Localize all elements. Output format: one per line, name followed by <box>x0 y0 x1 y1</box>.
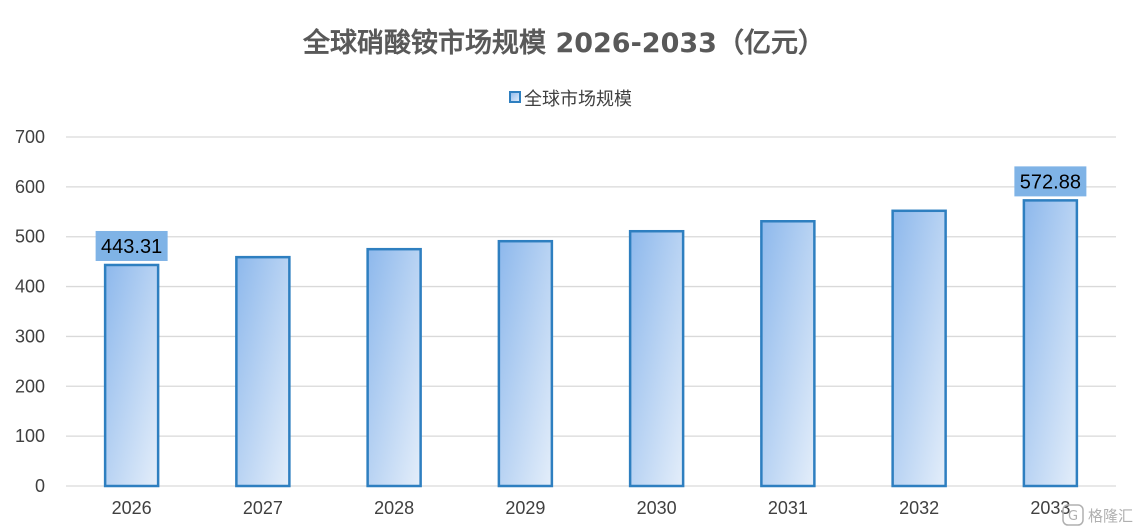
gridlines <box>66 136 1116 487</box>
y-axis-ticks: 0 100 200 300 400 500 600 700 <box>15 127 45 496</box>
svg-text:G: G <box>1068 509 1078 524</box>
x-axis-ticks: 2026 2027 2028 2029 2030 2031 2032 2033 <box>112 498 1071 518</box>
bar <box>366 247 422 488</box>
chart-title: 全球硝酸铵市场规模 2026-2033（亿元） <box>302 27 825 59</box>
y-tick-label: 200 <box>15 376 45 396</box>
x-tick-label: 2029 <box>505 498 545 518</box>
x-tick-label: 2033 <box>1030 498 1070 518</box>
data-label-box <box>1014 166 1087 197</box>
watermark-text: 格隆汇 <box>1088 507 1133 525</box>
y-tick-label: 300 <box>15 326 45 346</box>
x-tick-label: 2026 <box>112 498 152 518</box>
bar <box>1022 199 1079 488</box>
x-tick-label: 2031 <box>768 498 808 518</box>
x-tick-label: 2028 <box>374 498 414 518</box>
watermark: G 格隆汇 <box>1062 504 1133 526</box>
data-label: 572.88 <box>1020 171 1081 193</box>
bar <box>497 239 554 488</box>
x-tick-label: 2030 <box>637 498 677 518</box>
y-tick-label: 0 <box>35 476 45 496</box>
bar <box>891 209 947 488</box>
x-tick-label: 2027 <box>243 498 283 518</box>
legend-swatch <box>509 91 521 103</box>
bar <box>235 255 291 488</box>
x-tick-label: 2032 <box>899 498 939 518</box>
y-tick-label: 600 <box>15 177 45 197</box>
bar <box>628 229 685 488</box>
bars <box>103 199 1079 488</box>
glh-logo-icon: G <box>1062 504 1084 526</box>
legend-label: 全球市场规模 <box>524 89 632 110</box>
legend: 全球市场规模 <box>509 89 632 110</box>
data-label: 443.31 <box>101 236 162 258</box>
data-label-box <box>95 230 168 261</box>
bar <box>760 220 816 488</box>
y-tick-label: 700 <box>15 127 45 147</box>
bar <box>103 263 160 488</box>
data-labels: 443.31 572.88 <box>95 166 1087 261</box>
y-tick-label: 400 <box>15 277 45 297</box>
y-tick-label: 500 <box>15 227 45 247</box>
y-tick-label: 100 <box>15 426 45 446</box>
